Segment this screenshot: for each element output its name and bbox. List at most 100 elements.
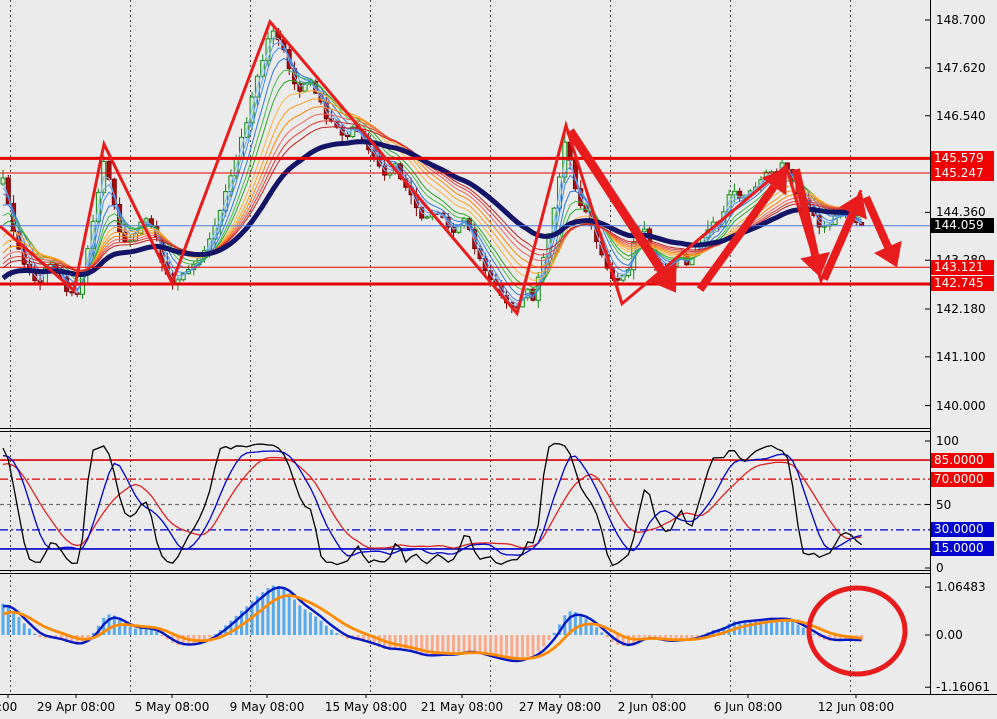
- macd-bar: [414, 635, 418, 654]
- macd-bar: [812, 634, 816, 636]
- macd-signal-line: [2, 594, 862, 661]
- macd-bar: [499, 635, 503, 661]
- oscillator-level-label: 15.0000: [931, 541, 994, 557]
- highlight-circle-annotation[interactable]: [806, 585, 908, 677]
- macd-bar: [690, 635, 694, 639]
- macd-panel[interactable]: [0, 574, 930, 693]
- macd-bar: [240, 610, 243, 635]
- macd-bar: [478, 635, 482, 654]
- macd-bar: [600, 632, 604, 635]
- trend-arrow[interactable]: [862, 195, 902, 268]
- macd-bar: [372, 635, 376, 646]
- trend-arrow[interactable]: [792, 168, 830, 278]
- macd-bar: [473, 635, 477, 653]
- macd-bar: [621, 635, 625, 647]
- macd-bar: [107, 614, 111, 635]
- macd-bar: [277, 585, 281, 635]
- trend-arrow[interactable]: [696, 168, 787, 292]
- candle-body: [302, 83, 308, 92]
- oscillator-main-line: [2, 442, 862, 567]
- macd-bar: [181, 635, 185, 646]
- macd-bar: [118, 619, 122, 635]
- macd-bar: [33, 633, 37, 635]
- macd-bar: [139, 628, 143, 635]
- time-axis-label: 5 May 08:00: [134, 700, 210, 714]
- macd-bar: [605, 635, 609, 638]
- price-tick-label: 0.00: [936, 628, 963, 642]
- macd-bar: [149, 629, 153, 635]
- candle-body: [143, 218, 149, 223]
- macd-bar: [176, 635, 180, 646]
- macd-bar: [303, 609, 307, 635]
- macd-bar: [425, 635, 429, 657]
- price-tick-label: 144.360: [936, 205, 986, 220]
- macd-bar: [759, 619, 763, 635]
- macd-bar: [727, 623, 731, 635]
- price-tick-label: 142.180: [936, 301, 986, 316]
- macd-bar: [393, 635, 397, 650]
- macd-bar: [775, 618, 779, 635]
- macd-bar: [754, 620, 758, 635]
- zigzag-line[interactable]: [0, 18, 863, 317]
- macd-bar: [695, 635, 699, 637]
- macd-bar: [483, 635, 487, 656]
- macd-bar: [494, 635, 498, 659]
- macd-bar: [377, 635, 381, 648]
- trend-arrow-head: [874, 240, 902, 268]
- macd-bar: [833, 635, 837, 641]
- price-tick-label: 148.700: [936, 13, 986, 27]
- oscillator-level-label: 30.0000: [931, 522, 994, 538]
- macd-bar: [282, 588, 286, 635]
- candle-body: [270, 30, 276, 40]
- level-price-label: 143.121: [931, 259, 994, 275]
- macd-bar: [298, 605, 302, 635]
- macd-bar: [467, 635, 471, 651]
- trend-arrow-shaft: [566, 128, 666, 274]
- macd-bar: [653, 635, 657, 639]
- macd-bar: [547, 635, 551, 641]
- macd-bar: [626, 635, 630, 647]
- trend-arrow-head: [800, 251, 830, 278]
- macd-bar: [319, 620, 323, 635]
- macd-bar: [462, 635, 466, 652]
- macd-bar: [669, 635, 673, 642]
- oscillator-slow-line: [2, 456, 862, 549]
- macd-bar: [642, 635, 646, 637]
- macd-bar: [430, 635, 434, 656]
- macd-bar: [202, 635, 206, 641]
- time-axis-label: 27 May 08:00: [518, 700, 602, 714]
- macd-bar: [213, 634, 217, 636]
- candle-body: [297, 83, 303, 92]
- macd-bar: [28, 628, 31, 635]
- macd-bar: [404, 635, 408, 651]
- macd-bar: [515, 635, 519, 662]
- main-price-panel[interactable]: [0, 0, 930, 430]
- macd-bar: [648, 635, 652, 638]
- macd-bar: [409, 635, 413, 653]
- trend-arrow[interactable]: [566, 128, 677, 293]
- macd-bar: [446, 635, 450, 655]
- macd-bar: [155, 631, 159, 635]
- macd-bar: [420, 635, 424, 656]
- macd-bar: [520, 635, 524, 660]
- macd-bar: [22, 623, 26, 635]
- time-axis-label: 21 May 08:00: [420, 700, 504, 714]
- macd-bar: [293, 599, 296, 635]
- macd-bar: [785, 619, 789, 635]
- oscillator-panel[interactable]: [0, 434, 930, 568]
- macd-bar: [489, 635, 493, 658]
- macd-bar: [552, 632, 556, 635]
- time-axis-label: 2 Jun 08:00: [617, 700, 687, 714]
- oscillator-level-label: 85.0000: [931, 452, 994, 468]
- macd-bar: [367, 635, 371, 644]
- trend-arrow[interactable]: [820, 192, 867, 281]
- macd-bar: [356, 635, 360, 641]
- candle-body: [111, 178, 117, 206]
- macd-bar: [748, 620, 752, 635]
- macd-bar: [330, 629, 334, 635]
- macd-bar: [65, 635, 69, 643]
- time-axis-label: 12 Jun 08:00: [817, 700, 895, 714]
- price-tick-label: 141.100: [936, 349, 986, 364]
